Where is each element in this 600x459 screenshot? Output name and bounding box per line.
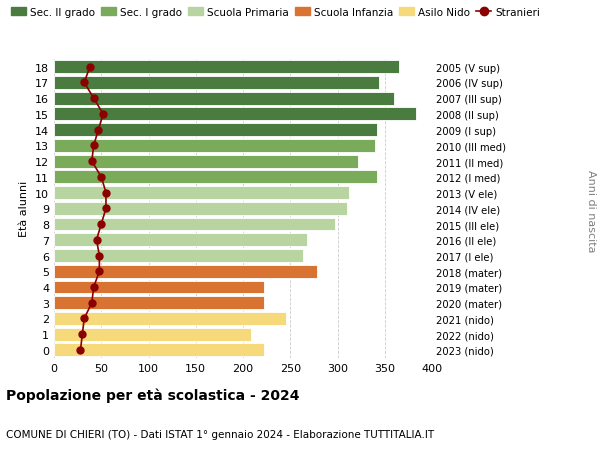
- Text: Anni di nascita: Anni di nascita: [586, 170, 596, 252]
- Bar: [54, 344, 264, 357]
- Bar: [54, 250, 302, 263]
- Text: Popolazione per età scolastica - 2024: Popolazione per età scolastica - 2024: [6, 388, 299, 403]
- Bar: [54, 140, 376, 152]
- Legend: Sec. II grado, Sec. I grado, Scuola Primaria, Scuola Infanzia, Asilo Nido, Stran: Sec. II grado, Sec. I grado, Scuola Prim…: [11, 7, 540, 17]
- Bar: [54, 124, 377, 137]
- Bar: [54, 61, 399, 74]
- Bar: [54, 312, 286, 325]
- Text: COMUNE DI CHIERI (TO) - Dati ISTAT 1° gennaio 2024 - Elaborazione TUTTITALIA.IT: COMUNE DI CHIERI (TO) - Dati ISTAT 1° ge…: [6, 429, 434, 439]
- Bar: [54, 155, 358, 168]
- Bar: [54, 218, 335, 231]
- Bar: [54, 281, 264, 294]
- Bar: [54, 171, 377, 184]
- Bar: [54, 92, 394, 106]
- Y-axis label: Età alunni: Età alunni: [19, 181, 29, 237]
- Bar: [54, 77, 379, 90]
- Bar: [54, 265, 317, 278]
- Bar: [54, 202, 347, 215]
- Bar: [54, 328, 251, 341]
- Bar: [54, 187, 349, 200]
- Bar: [54, 297, 264, 309]
- Bar: [54, 234, 307, 246]
- Bar: [54, 108, 416, 121]
